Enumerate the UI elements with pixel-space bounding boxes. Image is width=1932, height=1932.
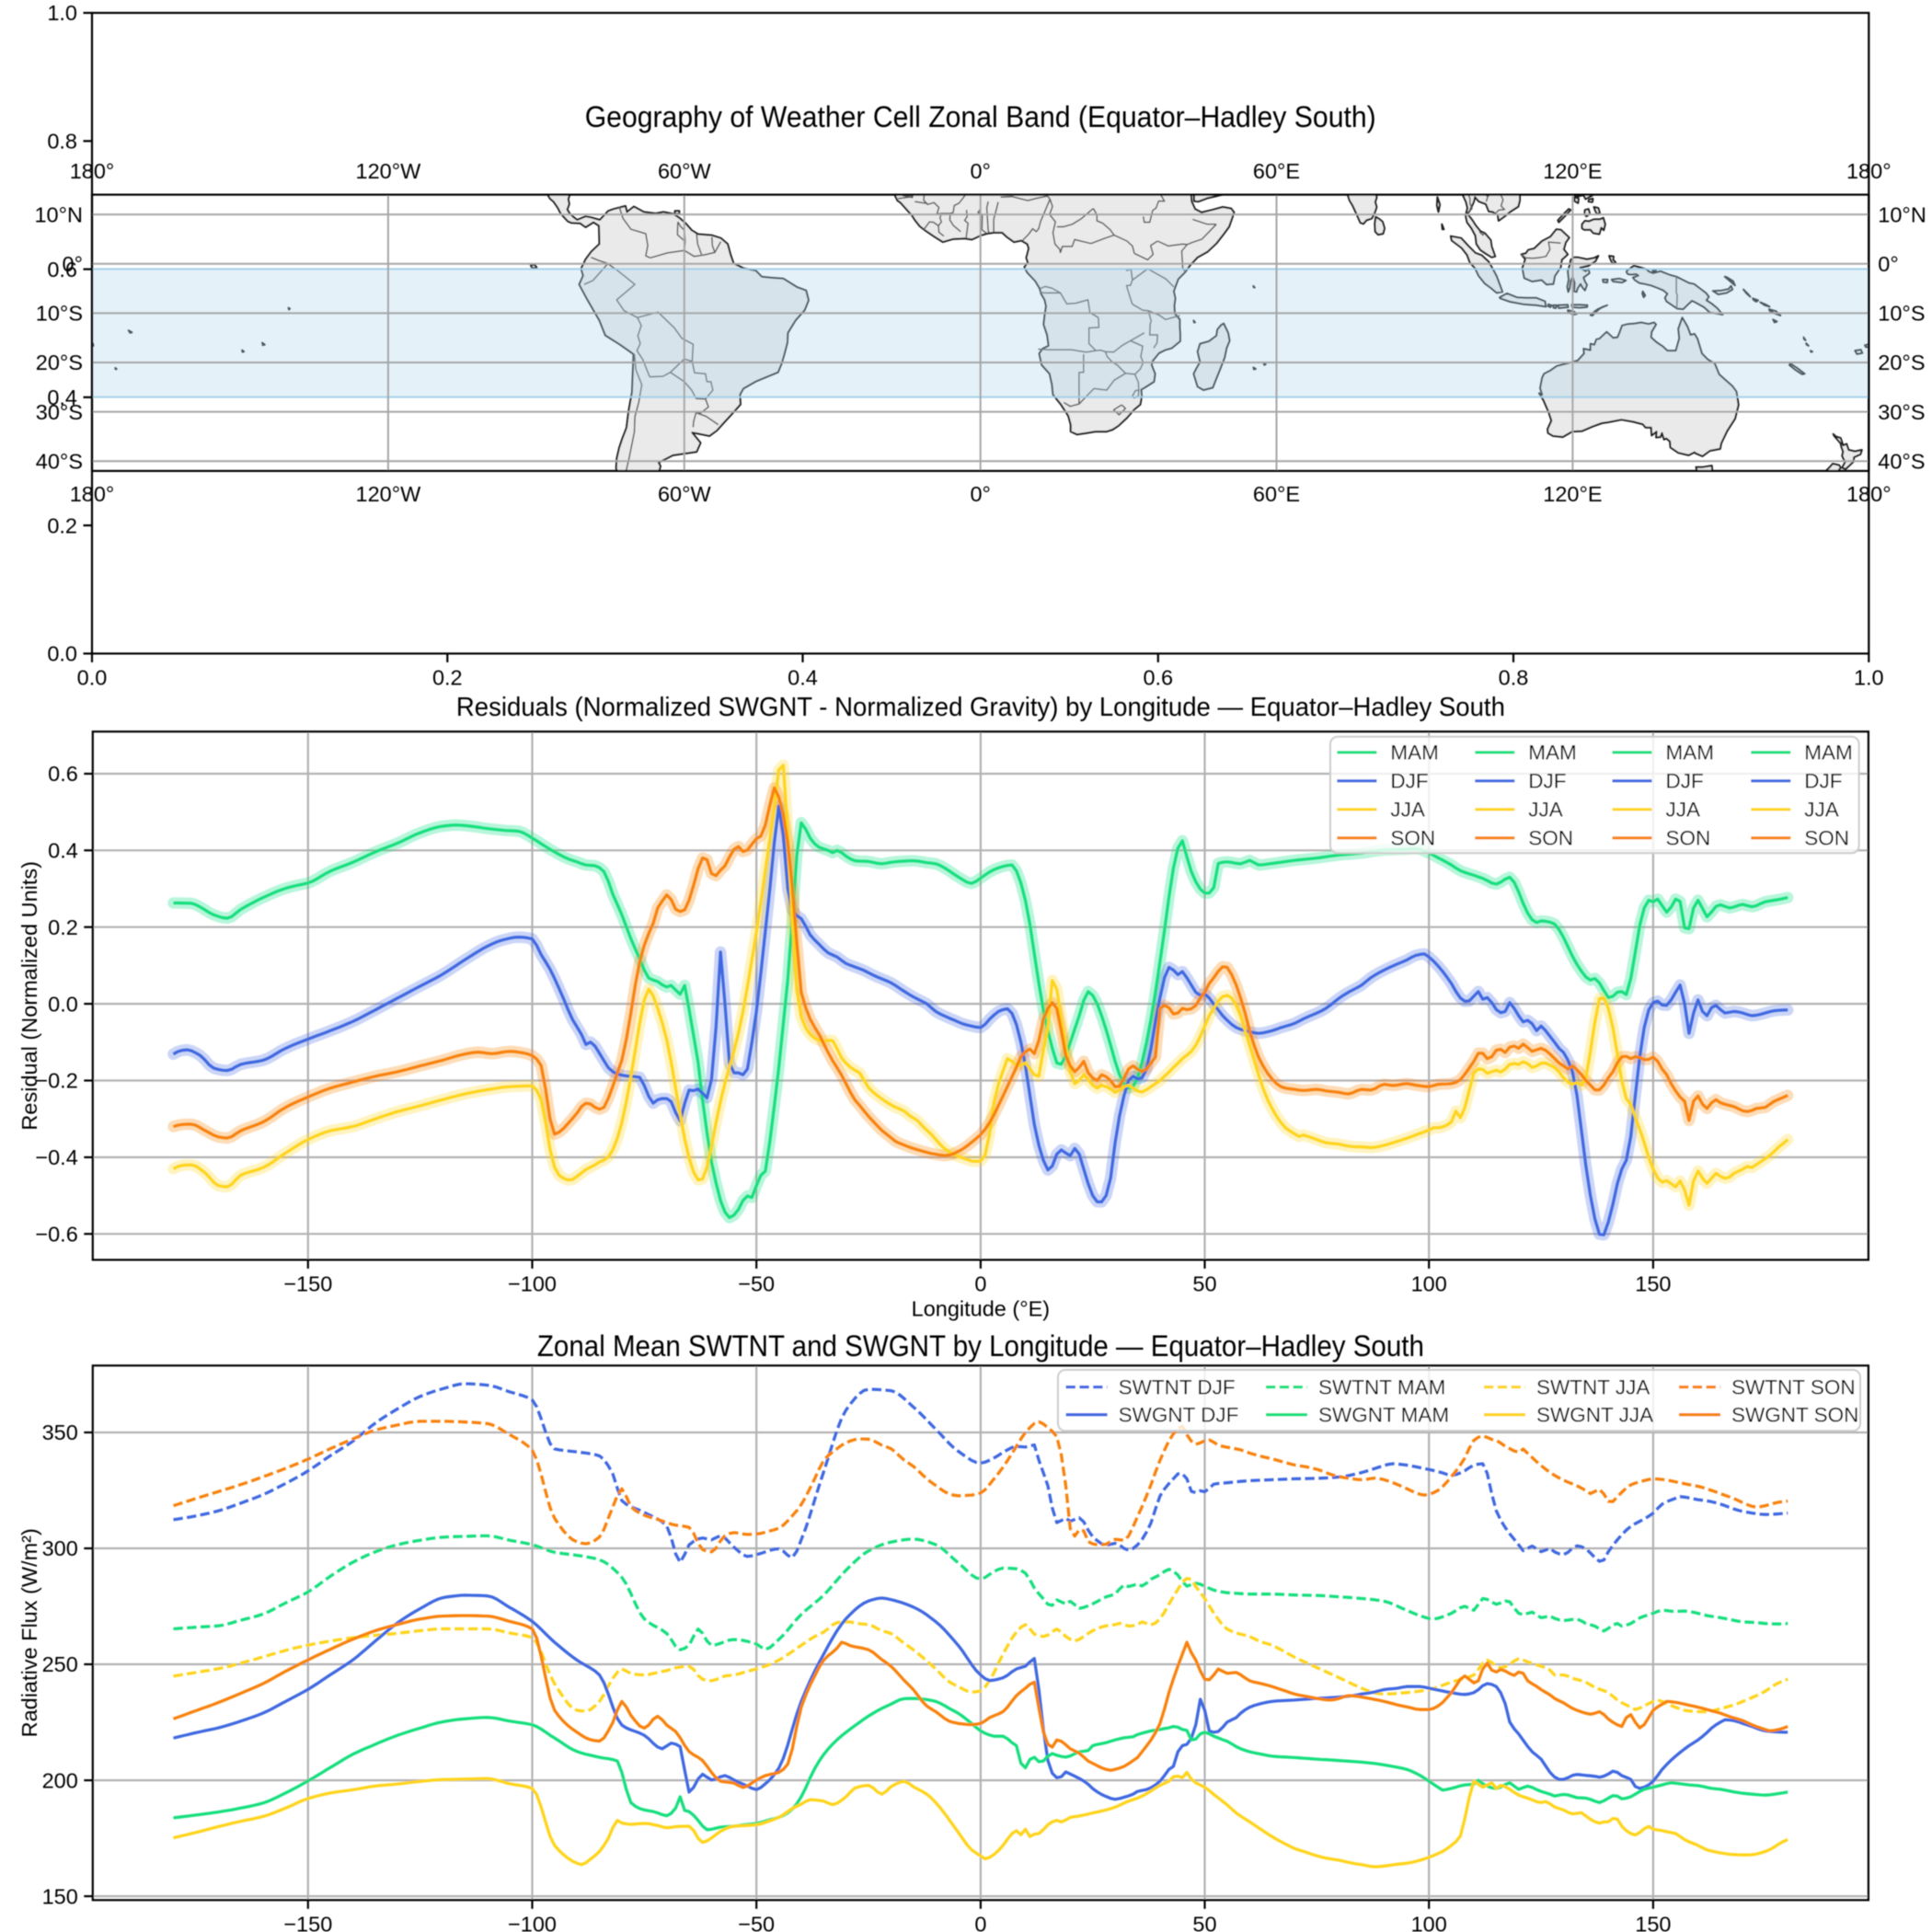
svg-text:350: 350 [42, 1420, 78, 1444]
svg-text:200: 200 [42, 1768, 78, 1792]
svg-text:0.6: 0.6 [47, 258, 77, 282]
svg-text:−150: −150 [283, 1272, 332, 1296]
svg-text:0°: 0° [970, 159, 990, 183]
svg-text:40°S: 40°S [1878, 450, 1925, 474]
svg-text:60°W: 60°W [658, 159, 712, 183]
svg-text:−0.4: −0.4 [35, 1145, 77, 1169]
svg-text:SWTNT DJF: SWTNT DJF [1119, 1375, 1236, 1398]
svg-text:−0.2: −0.2 [35, 1069, 77, 1093]
svg-text:120°E: 120°E [1543, 159, 1602, 183]
svg-text:0.6: 0.6 [48, 762, 78, 786]
svg-text:20°S: 20°S [36, 351, 83, 374]
svg-text:50: 50 [1192, 1913, 1216, 1932]
svg-text:SWTNT JJA: SWTNT JJA [1536, 1375, 1650, 1398]
svg-text:MAM: MAM [1390, 742, 1439, 765]
svg-text:Zonal Mean SWTNT and SWGNT by: Zonal Mean SWTNT and SWGNT by Longitude … [537, 1329, 1424, 1363]
svg-text:SWGNT SON: SWGNT SON [1731, 1404, 1858, 1427]
svg-text:0.4: 0.4 [788, 666, 818, 690]
svg-text:250: 250 [42, 1652, 78, 1676]
svg-text:JJA: JJA [1804, 799, 1839, 822]
svg-text:MAM: MAM [1804, 742, 1853, 765]
svg-text:120°W: 120°W [356, 159, 422, 183]
svg-text:150: 150 [1635, 1913, 1671, 1932]
svg-text:−100: −100 [508, 1913, 557, 1932]
svg-text:1.0: 1.0 [47, 1, 77, 25]
svg-text:0.2: 0.2 [47, 513, 77, 537]
svg-text:MAM: MAM [1666, 742, 1715, 765]
svg-text:180°: 180° [1846, 159, 1892, 183]
svg-text:30°S: 30°S [36, 400, 83, 424]
svg-text:0.8: 0.8 [47, 130, 77, 154]
svg-text:−50: −50 [738, 1272, 775, 1296]
svg-text:0.0: 0.0 [47, 642, 77, 666]
svg-text:JJA: JJA [1390, 799, 1425, 822]
svg-text:60°W: 60°W [658, 482, 712, 506]
svg-text:0.2: 0.2 [48, 915, 78, 939]
svg-text:Residuals (Normalized SWGNT -: Residuals (Normalized SWGNT - Normalized… [456, 693, 1505, 722]
svg-text:−0.6: −0.6 [35, 1222, 77, 1246]
svg-text:300: 300 [42, 1536, 78, 1560]
svg-text:10°S: 10°S [1878, 302, 1925, 326]
svg-text:0°: 0° [970, 482, 990, 506]
svg-text:0°: 0° [63, 252, 83, 276]
svg-text:DJF: DJF [1390, 770, 1428, 793]
svg-text:180°: 180° [1846, 482, 1892, 506]
svg-text:DJF: DJF [1666, 770, 1704, 793]
svg-text:DJF: DJF [1528, 770, 1566, 793]
svg-text:0.6: 0.6 [1143, 666, 1173, 690]
svg-text:−100: −100 [508, 1272, 557, 1296]
svg-text:0.4: 0.4 [47, 385, 77, 409]
svg-text:SON: SON [1666, 827, 1711, 850]
svg-text:SON: SON [1804, 827, 1849, 850]
svg-text:20°S: 20°S [1878, 351, 1925, 374]
svg-text:100: 100 [1411, 1913, 1447, 1932]
svg-text:MAM: MAM [1528, 742, 1577, 765]
svg-text:180°: 180° [70, 159, 115, 183]
svg-text:SWTNT MAM: SWTNT MAM [1318, 1375, 1445, 1398]
svg-text:SON: SON [1528, 827, 1573, 850]
svg-text:SWGNT DJF: SWGNT DJF [1119, 1404, 1239, 1427]
svg-text:SWGNT MAM: SWGNT MAM [1318, 1404, 1449, 1427]
svg-text:0.2: 0.2 [432, 666, 463, 690]
svg-text:Radiative Flux (W/m²): Radiative Flux (W/m²) [17, 1528, 41, 1737]
svg-text:180°: 180° [70, 482, 115, 506]
svg-text:0.0: 0.0 [77, 666, 108, 690]
svg-text:150: 150 [1635, 1272, 1671, 1296]
svg-text:0: 0 [974, 1913, 986, 1932]
svg-text:SWGNT JJA: SWGNT JJA [1536, 1404, 1653, 1427]
svg-text:Longitude (°E): Longitude (°E) [912, 1297, 1051, 1321]
svg-text:40°S: 40°S [36, 450, 83, 474]
svg-text:10°S: 10°S [36, 302, 83, 326]
svg-text:DJF: DJF [1804, 770, 1842, 793]
svg-text:100: 100 [1411, 1272, 1447, 1296]
svg-text:SWTNT SON: SWTNT SON [1731, 1375, 1856, 1398]
svg-text:0.0: 0.0 [48, 992, 78, 1016]
svg-text:150: 150 [42, 1884, 78, 1908]
svg-text:30°S: 30°S [1878, 400, 1925, 424]
svg-text:50: 50 [1192, 1272, 1216, 1296]
svg-text:−150: −150 [283, 1913, 332, 1932]
svg-text:10°N: 10°N [34, 202, 83, 226]
svg-text:120°E: 120°E [1543, 482, 1602, 506]
svg-text:120°W: 120°W [356, 482, 422, 506]
svg-text:0: 0 [974, 1272, 986, 1296]
svg-text:SON: SON [1390, 827, 1435, 850]
svg-text:60°E: 60°E [1253, 159, 1300, 183]
svg-text:−50: −50 [738, 1913, 775, 1932]
svg-text:JJA: JJA [1528, 799, 1563, 822]
svg-text:Geography of Weather Cell Zona: Geography of Weather Cell Zonal Band (Eq… [585, 100, 1376, 133]
svg-text:60°E: 60°E [1253, 482, 1300, 506]
svg-text:JJA: JJA [1666, 799, 1701, 822]
svg-text:1.0: 1.0 [1854, 666, 1884, 690]
svg-text:0.8: 0.8 [1499, 666, 1529, 690]
svg-text:Residual (Normalized Units): Residual (Normalized Units) [17, 861, 41, 1131]
svg-text:10°N: 10°N [1878, 202, 1926, 226]
svg-text:0°: 0° [1878, 252, 1898, 276]
svg-text:0.4: 0.4 [48, 839, 78, 863]
